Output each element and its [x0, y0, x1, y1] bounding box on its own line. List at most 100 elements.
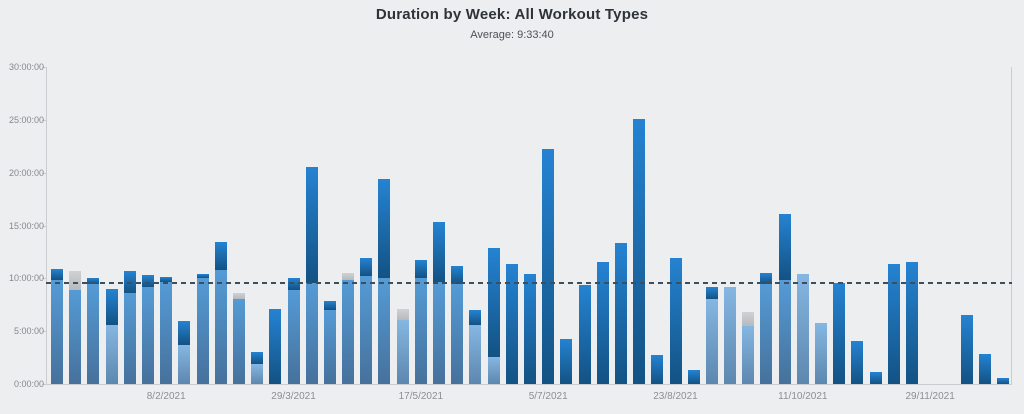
- y-axis-tick: [42, 384, 47, 385]
- bar-week-14[interactable]: [305, 167, 318, 384]
- bar-segment-dark: [142, 275, 155, 287]
- y-axis-tick: [42, 119, 47, 121]
- bar-segment-medium: [196, 278, 209, 384]
- bar-week-6[interactable]: [160, 277, 173, 384]
- y-axis-tick: [42, 225, 47, 227]
- bar-segment-medium: [51, 280, 64, 384]
- bar-segment-dark: [905, 261, 918, 384]
- bar-week-9[interactable]: [214, 242, 227, 384]
- bar-segment-dark: [705, 287, 718, 300]
- bar-week-1[interactable]: [69, 271, 82, 384]
- bar-segment-dark: [178, 320, 191, 345]
- y-axis-tick-label: 20:00:00: [8, 167, 44, 178]
- bar-segment-dark: [105, 288, 118, 325]
- bar-segment-medium: [378, 278, 391, 384]
- bar-week-35[interactable]: [687, 370, 700, 384]
- bar-segment-dark: [87, 278, 100, 284]
- bar-week-51[interactable]: [978, 354, 991, 384]
- bar-segment-light: [796, 274, 809, 384]
- bar-week-32[interactable]: [633, 118, 646, 384]
- bar-week-44[interactable]: [851, 341, 864, 384]
- bar-week-45[interactable]: [869, 371, 882, 384]
- bar-week-43[interactable]: [833, 282, 846, 384]
- bar-week-30[interactable]: [596, 261, 609, 384]
- x-axis-tick-label: 11/10/2021: [778, 391, 828, 402]
- bar-segment-dark: [524, 273, 536, 384]
- bar-week-20[interactable]: [414, 259, 427, 384]
- bar-segment-medium: [451, 283, 464, 384]
- bar-week-7[interactable]: [178, 320, 191, 384]
- bar-segment-dark: [542, 149, 555, 384]
- bar-week-0[interactable]: [51, 269, 64, 384]
- bar-segment-medium: [305, 282, 318, 384]
- bar-week-29[interactable]: [578, 285, 591, 384]
- bar-week-46[interactable]: [887, 264, 900, 384]
- y-axis-tick-label: 10:00:00: [8, 273, 44, 284]
- bar-segment-dark: [505, 263, 518, 384]
- x-axis-line: [46, 384, 1012, 385]
- bar-week-21[interactable]: [433, 221, 446, 384]
- bar-week-4[interactable]: [123, 271, 136, 384]
- bar-week-8[interactable]: [196, 274, 209, 384]
- bar-segment-dark: [633, 118, 646, 384]
- y-axis-tick-label: 0:00:00: [13, 379, 44, 389]
- bar-week-27[interactable]: [542, 149, 555, 384]
- bar-segment-dark: [960, 314, 973, 384]
- bar-segment-dark: [378, 179, 391, 279]
- bar-week-52[interactable]: [996, 377, 1009, 384]
- bar-segment-light: [251, 363, 264, 384]
- bar-week-12[interactable]: [269, 308, 282, 384]
- bar-week-38[interactable]: [742, 312, 755, 384]
- bar-week-24[interactable]: [487, 248, 500, 384]
- bar-week-42[interactable]: [815, 323, 828, 384]
- bar-week-25[interactable]: [505, 263, 518, 384]
- bar-week-41[interactable]: [796, 274, 809, 384]
- bar-segment-dark: [469, 310, 482, 325]
- y-axis-tick: [42, 172, 47, 174]
- bar-week-47[interactable]: [905, 261, 918, 384]
- bar-segment-dark: [778, 214, 791, 281]
- bar-week-50[interactable]: [960, 314, 973, 384]
- y-axis-tick-label: 25:00:00: [8, 114, 44, 125]
- bar-segment-light: [705, 299, 718, 384]
- bar-week-36[interactable]: [705, 287, 718, 384]
- bar-week-11[interactable]: [251, 352, 264, 384]
- bar-segment-medium: [342, 280, 355, 384]
- bar-segment-dark: [287, 278, 300, 290]
- bar-segment-dark: [269, 308, 282, 384]
- bar-week-28[interactable]: [560, 339, 573, 384]
- bar-week-3[interactable]: [105, 288, 118, 384]
- x-axis-tick-label: 29/11/2021: [905, 391, 955, 402]
- bar-week-18[interactable]: [378, 179, 391, 384]
- bar-week-33[interactable]: [651, 354, 664, 384]
- bar-week-37[interactable]: [724, 286, 737, 384]
- bar-week-22[interactable]: [451, 265, 464, 384]
- bar-week-23[interactable]: [469, 310, 482, 384]
- bar-week-40[interactable]: [778, 214, 791, 384]
- bar-segment-medium: [287, 289, 300, 384]
- bar-segment-gray: [232, 293, 245, 300]
- bar-segment-dark: [51, 269, 64, 281]
- bar-week-15[interactable]: [323, 301, 336, 384]
- bar-week-19[interactable]: [396, 308, 409, 384]
- bar-week-5[interactable]: [142, 275, 155, 384]
- bar-segment-light: [105, 324, 118, 384]
- bar-week-26[interactable]: [524, 273, 536, 384]
- bar-week-34[interactable]: [669, 258, 682, 384]
- bar-segment-dark: [669, 258, 682, 384]
- chart-average-subtitle: Average: 9:33:40: [470, 29, 554, 41]
- bar-week-13[interactable]: [287, 278, 300, 384]
- bar-segment-dark: [214, 242, 227, 271]
- bar-week-39[interactable]: [760, 272, 773, 384]
- bar-segment-light: [487, 356, 500, 384]
- bar-week-17[interactable]: [360, 258, 373, 384]
- bar-week-16[interactable]: [342, 273, 355, 384]
- y-axis-tick: [42, 331, 47, 333]
- bar-segment-dark: [451, 265, 464, 284]
- bar-week-2[interactable]: [87, 278, 100, 384]
- bar-week-31[interactable]: [614, 243, 627, 384]
- bar-segment-light: [396, 319, 409, 384]
- bar-segment-dark: [196, 274, 209, 279]
- y-axis-tick: [42, 67, 47, 68]
- bar-week-10[interactable]: [232, 293, 245, 384]
